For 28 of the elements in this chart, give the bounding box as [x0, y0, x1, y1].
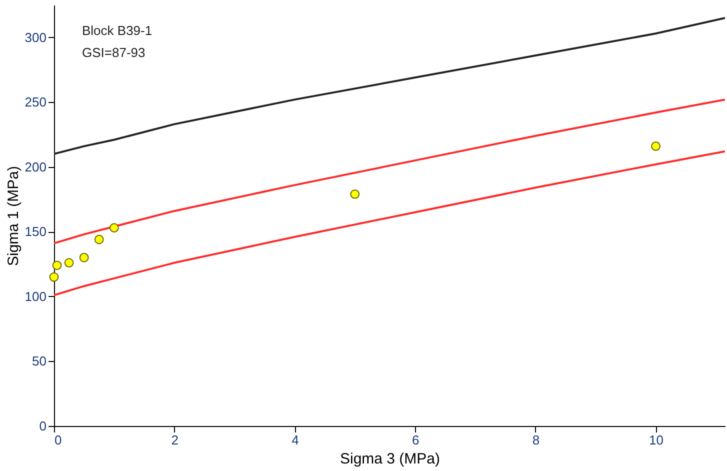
point	[79, 252, 89, 262]
x-tick-label: 2	[171, 432, 178, 448]
point	[109, 223, 119, 232]
x-tick-label: 4	[292, 432, 299, 448]
point	[52, 260, 62, 270]
line-series	[54, 150, 725, 296]
annotation: Block B39-1	[82, 23, 152, 38]
annotation: GSI=87-93	[82, 45, 146, 60]
y-tick-label: 100	[24, 288, 46, 304]
y-tick-label: 0	[39, 418, 46, 434]
y-tick-label: 250	[24, 94, 46, 110]
x-tick-label: 10	[649, 432, 664, 448]
point	[651, 142, 660, 151]
x-tick-label: 0	[54, 432, 62, 448]
y-tick-label: 200	[24, 159, 46, 174]
point	[64, 258, 74, 268]
y-tick-label: 300	[24, 30, 46, 45]
y-axis-title: Sigma 1 (MPa)	[4, 166, 22, 266]
point	[49, 272, 59, 282]
y-tick-label: 50	[32, 354, 46, 369]
x-axis-title: Sigma 3 (MPa)	[340, 450, 440, 468]
y-tick-label: 150	[24, 224, 46, 240]
point	[350, 189, 360, 199]
x-tick-label: 8	[532, 432, 540, 448]
line-series	[54, 98, 725, 244]
line-series	[54, 16, 725, 155]
x-tick-label: 6	[412, 432, 420, 448]
point	[94, 234, 104, 244]
